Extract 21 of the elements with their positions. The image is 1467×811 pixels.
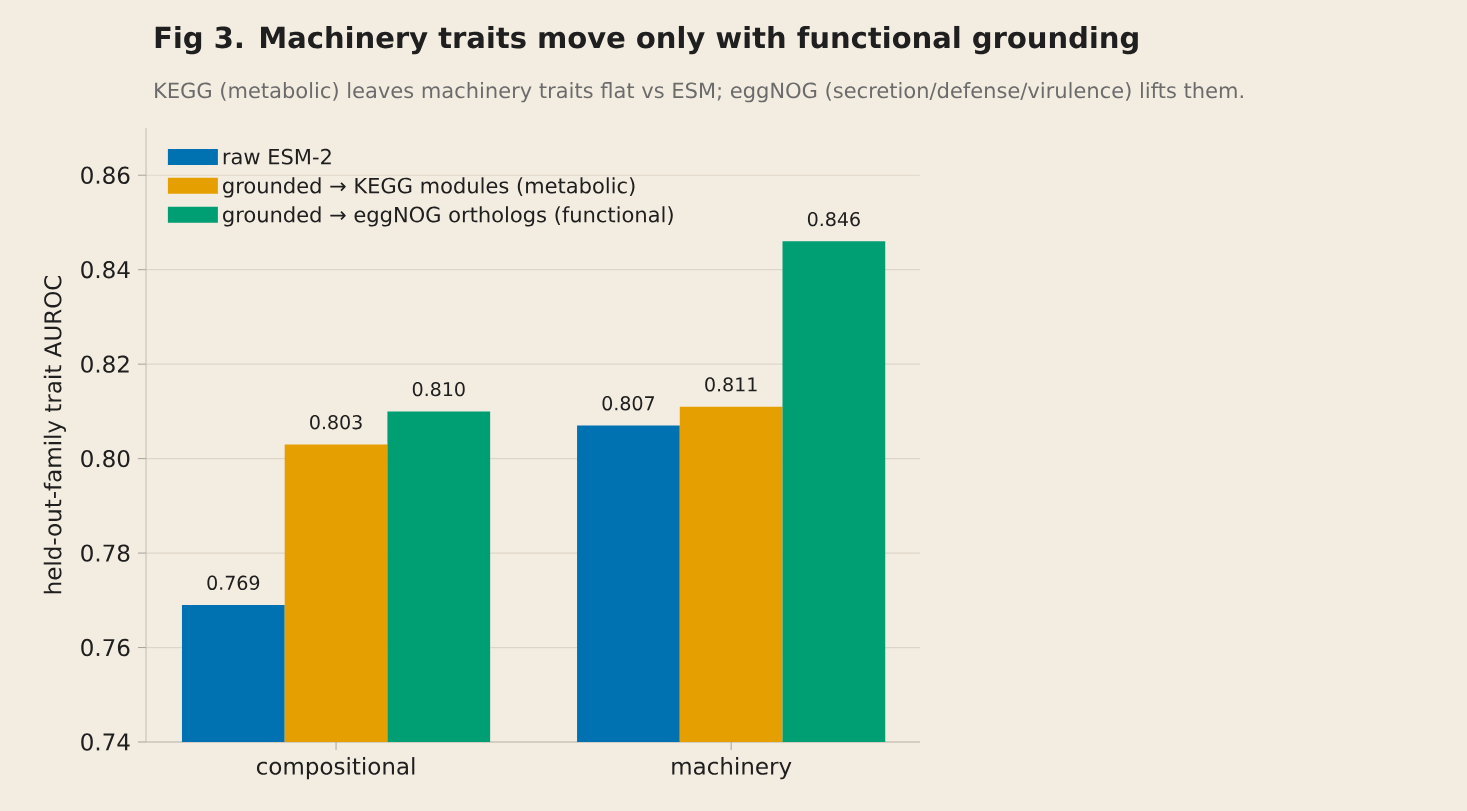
data-label: 0.807 (602, 396, 654, 411)
data-label: 0.769 (207, 575, 260, 590)
y-tick-label: 0.78 (81, 544, 130, 562)
y-tick-label: 0.80 (81, 449, 130, 468)
legend-label: grounded → eggNOG orthologs (functional) (223, 206, 673, 227)
y-axis-title: held-out-family trait AUROC (43, 275, 66, 594)
y-tick-label: 0.84 (81, 261, 130, 279)
y-tick-label: 0.76 (81, 638, 130, 657)
data-label: 0.810 (412, 381, 465, 397)
chart-title: Fig 3. Machinery traits move only with functional grounding (155, 25, 1138, 55)
y-tick-label: 0.82 (81, 355, 129, 373)
x-tick-label: compositional (256, 757, 415, 780)
data-label: 0.811 (705, 377, 757, 392)
y-tick-label: 0.86 (81, 166, 130, 184)
chart-subtitle: KEGG (metabolic) leaves machinery traits flat vs ESM; eggNOG (secretion/defense/virulence) lifts them. (155, 82, 1243, 103)
legend-label: raw ESM-2 (223, 148, 331, 165)
y-tick-label: 0.74 (81, 733, 130, 751)
data-label: 0.846 (807, 211, 860, 227)
x-tick-label: machinery (672, 757, 792, 780)
legend-label: grounded → KEGG modules (metabolic) (223, 177, 635, 198)
data-label: 0.803 (310, 415, 362, 430)
